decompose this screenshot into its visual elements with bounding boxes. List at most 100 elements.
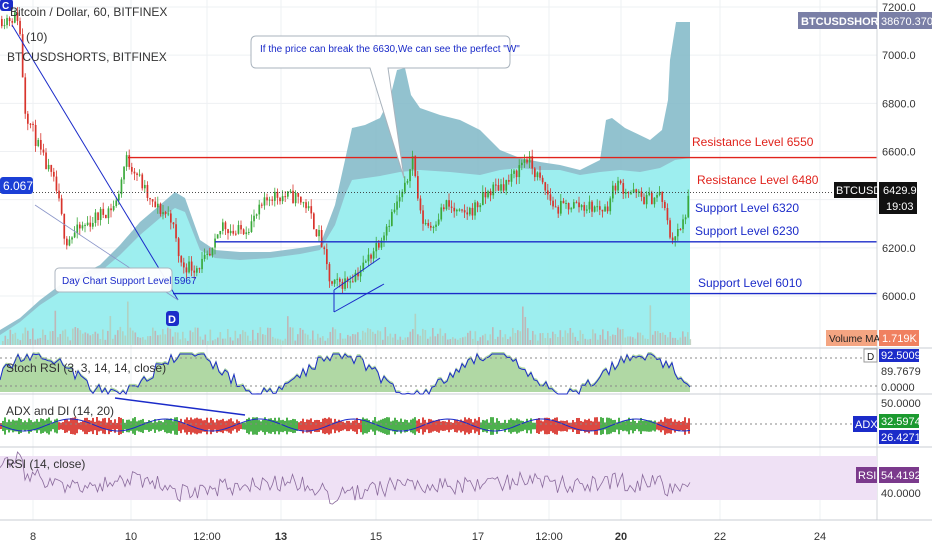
candle-body <box>123 166 125 180</box>
volume-bar <box>629 336 632 345</box>
adx-bar <box>350 422 352 430</box>
adx-bar <box>218 420 220 432</box>
volume-bar <box>689 339 692 345</box>
adx-bar <box>638 420 640 432</box>
candle-body <box>310 206 313 214</box>
adx-bar <box>6 422 8 430</box>
candle-body <box>505 180 508 191</box>
adx-bar <box>518 419 520 433</box>
candle-body <box>235 233 237 235</box>
candle-body <box>619 180 622 184</box>
sub-indicator: (10) <box>26 30 48 44</box>
adx-bar <box>202 420 204 432</box>
adx-bar <box>484 420 486 432</box>
candle-body <box>107 208 110 219</box>
candle-body <box>562 200 565 204</box>
candle-body <box>440 207 443 220</box>
adx-bar <box>194 418 196 434</box>
volume-bar <box>317 333 319 345</box>
volume-bar <box>412 329 414 345</box>
volume-bar <box>74 327 77 345</box>
volume-bar <box>599 334 602 345</box>
candle-body <box>427 222 430 226</box>
candle-body <box>333 279 336 284</box>
volume-bar <box>294 340 297 345</box>
adx-bar <box>486 419 488 433</box>
volume-bar <box>562 336 564 345</box>
candle-body <box>599 206 601 210</box>
volume-bar <box>337 339 339 345</box>
adx-bar <box>680 421 682 431</box>
adx-bar <box>572 419 574 433</box>
volume-bar <box>632 337 634 345</box>
adx-bar <box>234 422 236 430</box>
adx-bar <box>684 417 686 435</box>
adx-bar <box>214 422 216 430</box>
candle-body <box>437 219 440 225</box>
adx-bar <box>434 421 436 431</box>
candle-body <box>552 200 554 207</box>
volume-bar <box>664 334 667 345</box>
candle-body <box>567 202 570 210</box>
volume-bar <box>642 335 644 345</box>
candle-body <box>245 232 248 235</box>
adx-bar <box>524 422 526 430</box>
adx-bar <box>512 419 514 433</box>
volume-bar <box>244 331 247 345</box>
volume-bar <box>174 332 177 345</box>
adx-bar <box>124 422 126 430</box>
adx-bar <box>268 418 270 434</box>
adx-bar <box>162 422 164 430</box>
volume-bar <box>119 326 122 345</box>
candle-body <box>27 113 29 124</box>
candle-body <box>136 173 138 175</box>
candle-body <box>206 253 209 255</box>
candle-body <box>456 209 458 212</box>
candle-body <box>263 197 266 206</box>
volume-bar <box>519 331 522 345</box>
candle-body <box>578 202 580 208</box>
volume-bar <box>539 333 542 345</box>
volume-bar <box>207 340 209 345</box>
candle-body <box>128 155 131 167</box>
adx-bar <box>450 422 452 430</box>
adx-bar <box>206 417 208 435</box>
candle-body <box>482 192 484 206</box>
volume-bar <box>612 334 614 345</box>
candle-body <box>430 225 432 228</box>
candle-body <box>261 204 263 206</box>
candle-body <box>55 176 58 191</box>
volume-bar <box>232 340 234 345</box>
candle-body <box>656 194 658 198</box>
volume-bar <box>237 338 239 345</box>
adx-bar <box>322 418 324 434</box>
adx-bar <box>454 419 456 433</box>
adx-bar <box>678 420 680 432</box>
adx-bar <box>12 419 14 433</box>
adx-bar <box>254 417 256 435</box>
candle-body <box>266 197 268 201</box>
adx-bar <box>256 417 258 435</box>
adx-bar <box>444 421 446 431</box>
adx-bar <box>356 417 358 435</box>
volume-bar <box>597 339 599 345</box>
candle-body <box>157 203 159 208</box>
adx-bar <box>58 422 60 430</box>
adx-bar <box>428 418 430 434</box>
volume-bar <box>672 337 674 345</box>
adx-bar <box>106 422 108 430</box>
adx-bar <box>352 420 354 432</box>
volume-bar <box>129 327 132 345</box>
adx-bar <box>624 421 626 431</box>
volume-bar <box>54 310 57 345</box>
adx-bar <box>418 419 420 433</box>
candle-body <box>362 262 365 271</box>
candle-body <box>164 212 167 214</box>
adx-bar <box>508 419 510 433</box>
adx-bar <box>620 422 622 430</box>
candle-body <box>110 208 112 211</box>
candle-body <box>651 192 653 205</box>
volume-bar <box>7 339 9 345</box>
candle-body <box>344 278 346 289</box>
